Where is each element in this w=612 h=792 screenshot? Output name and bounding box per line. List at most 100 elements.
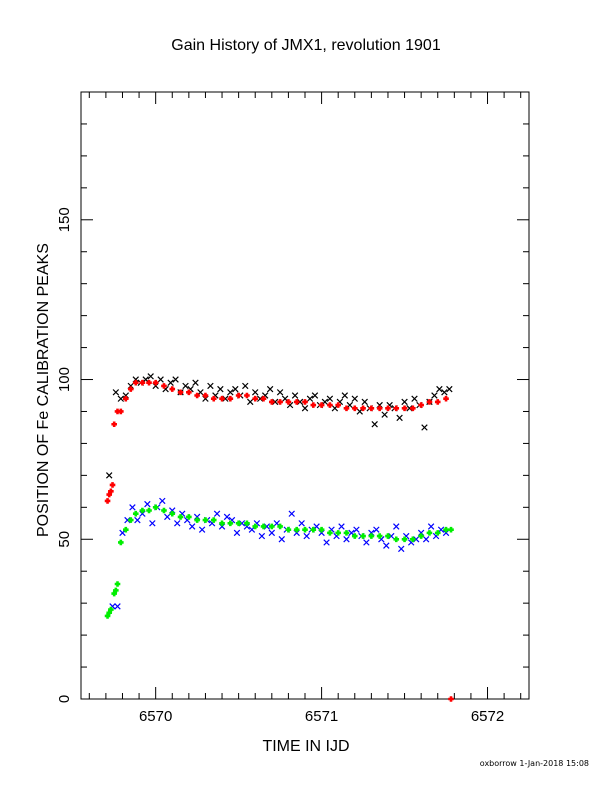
data-point <box>104 498 111 504</box>
data-point <box>368 405 375 412</box>
data-point <box>210 395 217 402</box>
y-tick-label: 150 <box>56 207 73 232</box>
data-point <box>235 520 242 527</box>
data-point <box>385 533 391 539</box>
data-point <box>252 523 259 530</box>
data-point <box>343 405 350 412</box>
data-point <box>169 507 176 514</box>
data-point <box>278 536 285 543</box>
data-point <box>244 520 250 527</box>
data-point <box>335 402 341 408</box>
data-point <box>108 488 114 495</box>
data-point <box>144 500 151 508</box>
data-point <box>356 408 363 415</box>
data-point <box>118 539 124 546</box>
series-0 <box>105 373 453 479</box>
series-3 <box>104 504 454 619</box>
data-point <box>302 526 308 533</box>
data-point <box>247 398 254 406</box>
data-point <box>114 603 121 610</box>
series-2 <box>109 497 450 610</box>
data-point <box>132 379 139 386</box>
data-point <box>159 497 166 505</box>
data-point <box>252 395 259 402</box>
data-point <box>291 392 299 399</box>
data-point <box>273 520 281 527</box>
data-point <box>112 389 120 396</box>
data-point <box>281 395 289 402</box>
data-point <box>338 523 345 530</box>
series-1 <box>104 379 454 702</box>
data-point <box>186 389 192 396</box>
data-point <box>426 530 433 536</box>
y-tick-label: 100 <box>56 367 73 392</box>
data-point <box>256 395 264 402</box>
data-point <box>393 523 400 530</box>
data-point <box>346 401 354 409</box>
data-point <box>260 395 267 402</box>
data-point <box>266 385 274 393</box>
data-point <box>376 405 383 412</box>
data-point <box>431 392 438 399</box>
data-point <box>417 529 425 537</box>
data-point <box>410 405 416 412</box>
data-point <box>401 398 408 406</box>
data-point <box>222 395 229 402</box>
data-point <box>161 383 167 389</box>
data-point <box>276 389 284 396</box>
data-point <box>327 402 333 408</box>
data-point <box>410 536 416 543</box>
data-point <box>351 395 359 402</box>
axis-ticks <box>81 91 529 700</box>
data-point <box>192 379 199 386</box>
data-point <box>202 395 209 402</box>
data-point <box>406 405 413 412</box>
data-point <box>310 526 317 533</box>
data-point <box>351 533 358 539</box>
data-point <box>218 523 226 530</box>
data-point <box>217 385 224 393</box>
data-point <box>361 398 368 406</box>
data-point <box>448 526 454 533</box>
data-point <box>303 532 310 540</box>
data-point <box>434 399 441 405</box>
data-point <box>213 510 221 517</box>
data-point <box>401 405 408 412</box>
data-point <box>198 526 206 533</box>
data-point <box>194 392 200 399</box>
data-point <box>219 395 225 402</box>
data-point <box>401 536 408 543</box>
data-point <box>306 395 314 402</box>
data-point <box>113 587 119 594</box>
data-point <box>188 523 196 530</box>
data-point <box>371 421 378 428</box>
data-point <box>260 523 267 530</box>
data-point <box>207 382 214 390</box>
data-point <box>448 696 454 702</box>
data-point <box>422 536 430 543</box>
data-point <box>258 532 266 540</box>
data-point <box>388 532 395 540</box>
data-point <box>318 402 325 408</box>
data-point <box>106 609 113 616</box>
data-point <box>442 529 450 537</box>
x-tick-label: 6570 <box>139 708 172 725</box>
data-point <box>376 401 383 409</box>
data-point <box>227 520 234 527</box>
data-point <box>243 523 251 530</box>
data-point <box>147 373 154 380</box>
data-point <box>288 510 295 517</box>
data-point <box>235 392 242 399</box>
data-point <box>437 526 445 533</box>
data-point <box>446 385 453 393</box>
data-point <box>301 405 309 412</box>
x-tick-label: 6572 <box>471 708 504 725</box>
data-point <box>186 514 192 520</box>
data-point <box>177 514 184 520</box>
data-point <box>318 526 325 533</box>
data-point <box>381 411 388 418</box>
data-point <box>123 395 129 402</box>
data-point <box>132 376 139 383</box>
data-point <box>368 533 375 539</box>
